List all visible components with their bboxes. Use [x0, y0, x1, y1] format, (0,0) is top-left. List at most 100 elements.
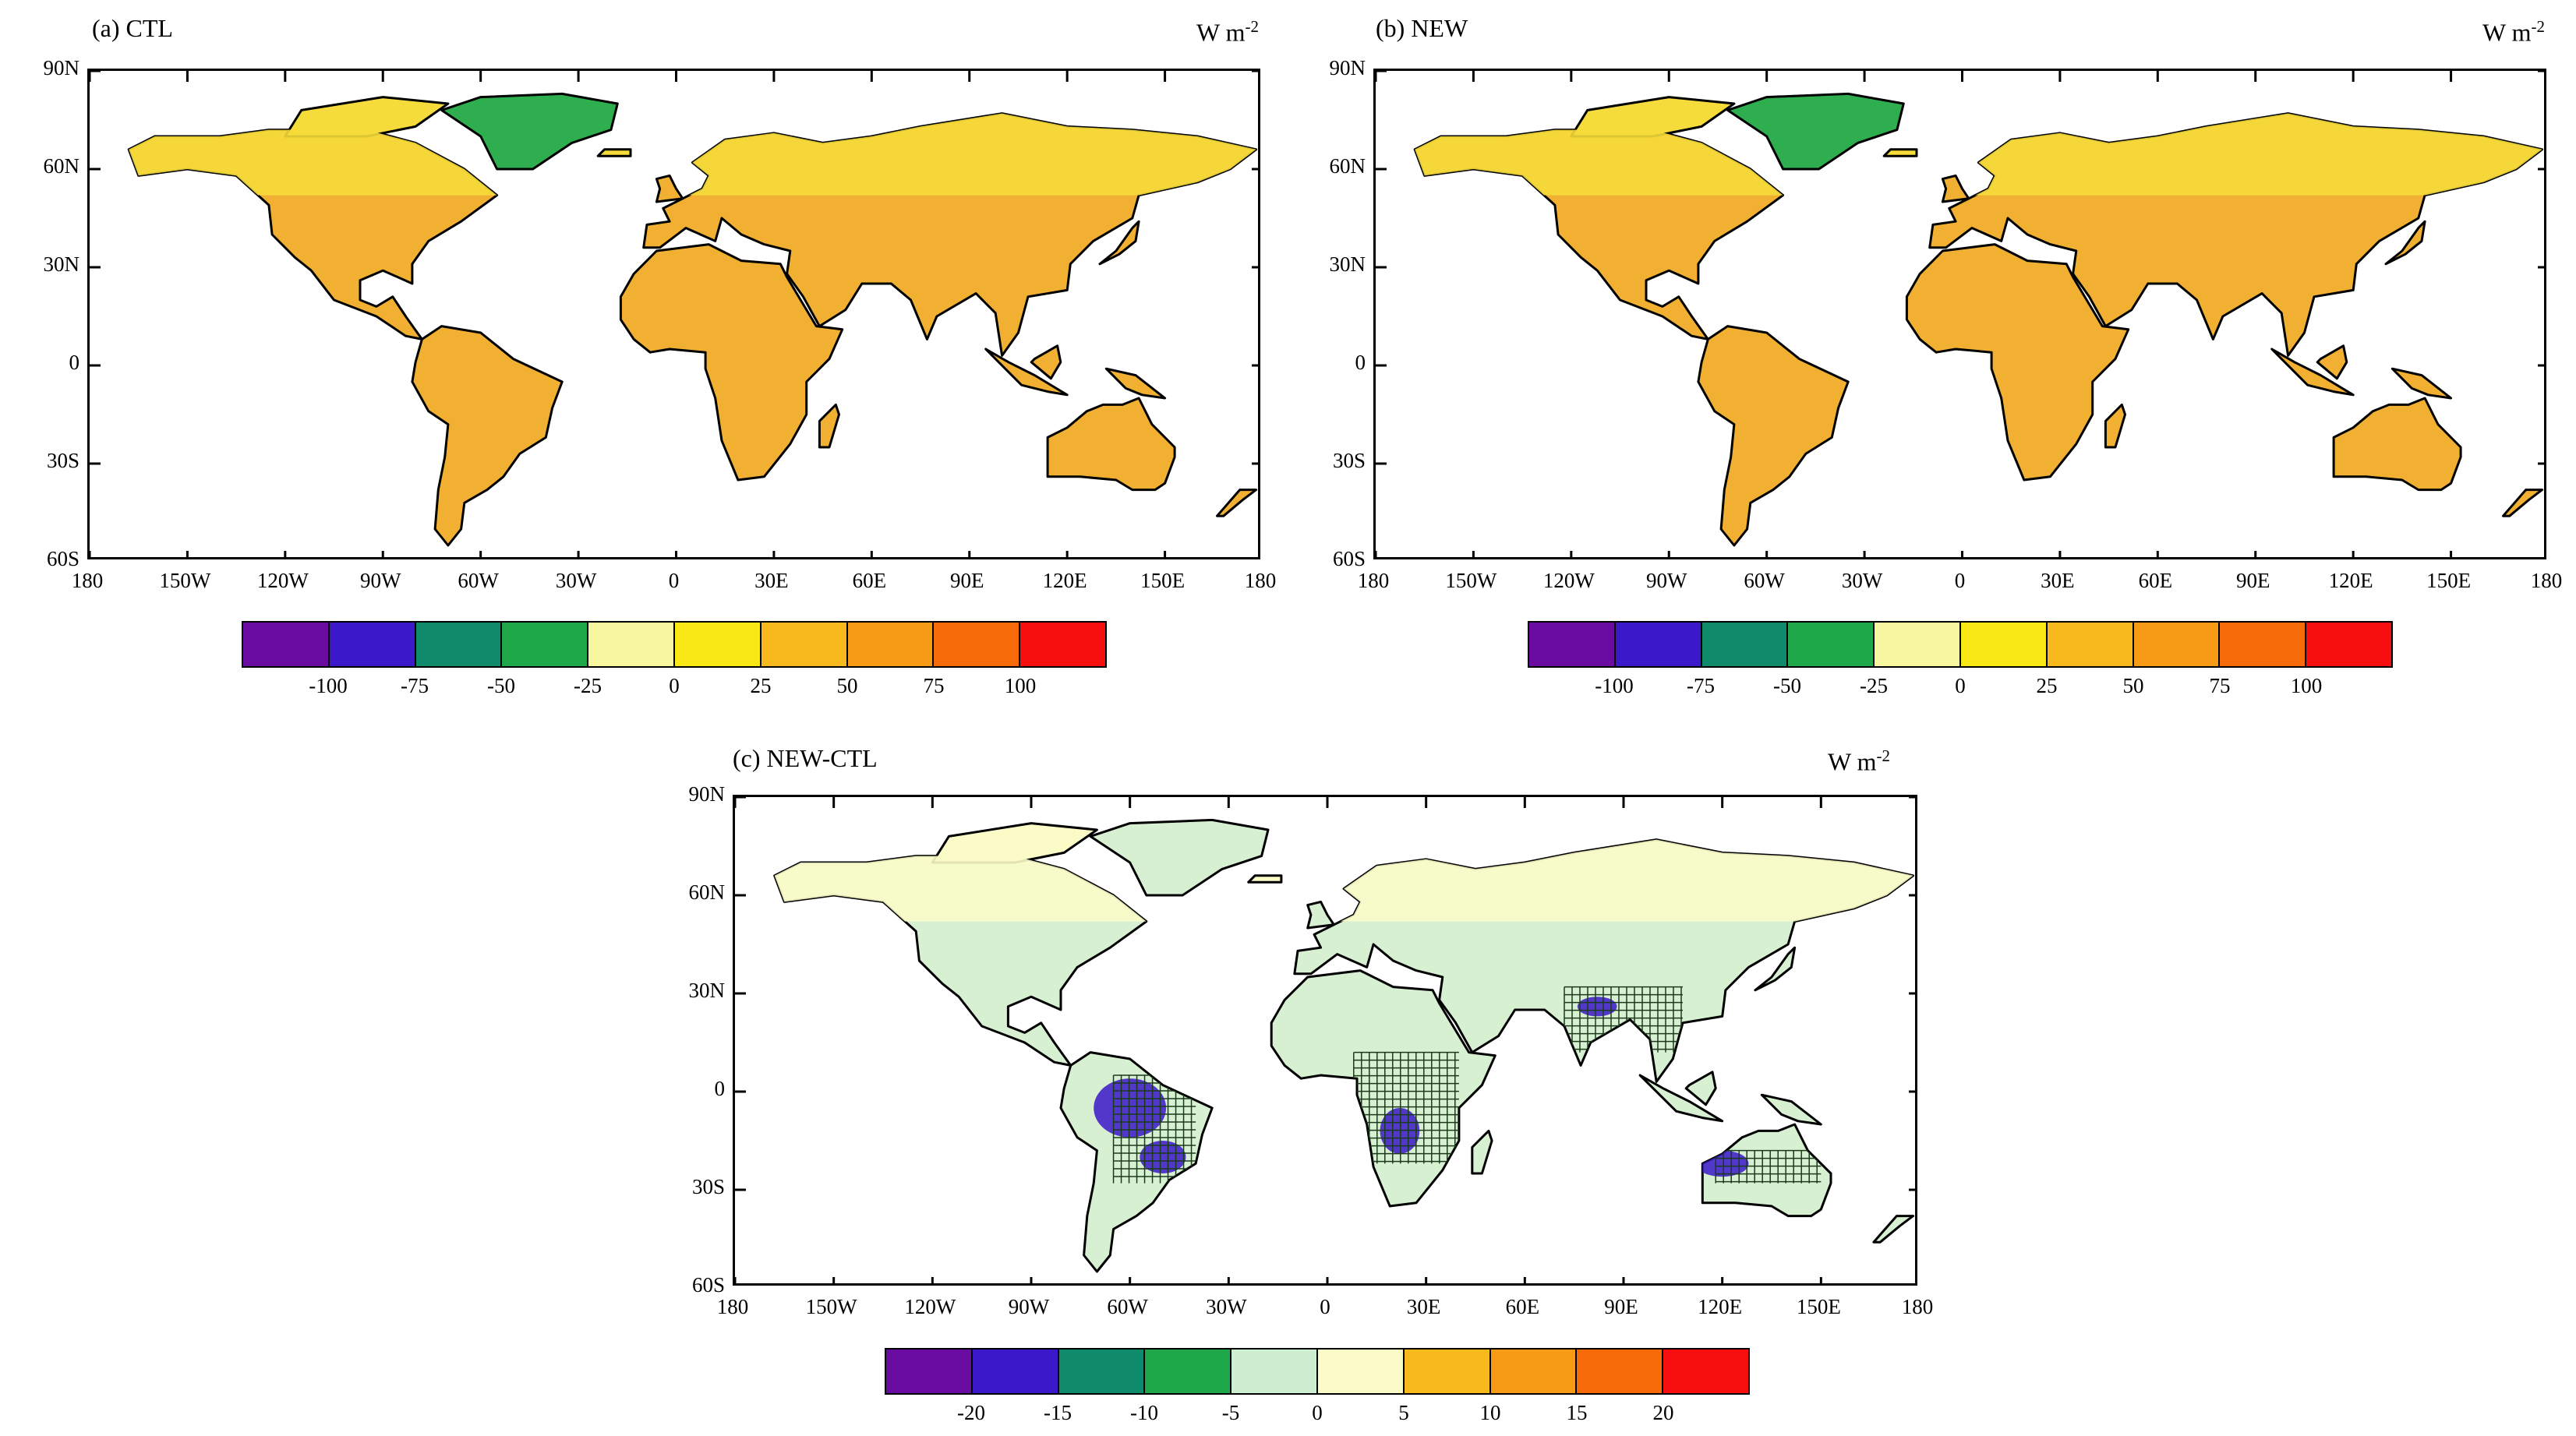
- lon-tick-label: 150W: [159, 569, 211, 592]
- colorbar-label: -100: [309, 674, 348, 697]
- landmass-greenland: [1089, 818, 1270, 897]
- lat-tick-label: 60N: [688, 880, 726, 904]
- lon-tick-label: 60E: [1505, 1295, 1540, 1318]
- lat-tick-label: 30S: [691, 1175, 725, 1198]
- colorbar-label: 100: [2290, 674, 2323, 697]
- landmass-australia: [1701, 1123, 1832, 1218]
- lon-tick-label: 150E: [1140, 569, 1186, 592]
- colorbar-label: 0: [669, 674, 680, 697]
- world-map: [90, 71, 1258, 557]
- colorbar-swatch: [1231, 1350, 1318, 1393]
- lat-tick-label: 0: [69, 351, 80, 374]
- landmass-japan: [1754, 946, 1797, 992]
- lon-tick-label: 120W: [1542, 569, 1595, 592]
- high-latitude-band: [774, 839, 1913, 922]
- colorbar-swatch: [1701, 623, 1789, 666]
- lon-tick-label: 0: [668, 569, 680, 592]
- colorbar-label: -50: [1773, 674, 1801, 697]
- lon-tick-label: 30E: [1406, 1295, 1441, 1318]
- colorbar-label: -50: [487, 674, 515, 697]
- colorbar: [242, 621, 1107, 668]
- colorbar-swatch: [502, 623, 589, 666]
- landmass-newguinea: [2390, 367, 2453, 400]
- negative-anomaly-patch: [1695, 1150, 1749, 1177]
- lat-tick-label: 30N: [688, 979, 726, 1002]
- colorbar-label: 15: [1566, 1401, 1588, 1424]
- lat-tick-label: 60S: [691, 1273, 725, 1297]
- unit-label: W m-2: [1196, 17, 1260, 47]
- lon-tick-label: 60E: [2138, 569, 2173, 592]
- lat-tick-label: 60N: [1329, 154, 1366, 178]
- lon-tick-label: 30W: [555, 569, 597, 592]
- lon-tick-label: 120W: [256, 569, 309, 592]
- colorbar-label: -75: [1687, 674, 1715, 697]
- high-latitude-band: [129, 113, 1256, 196]
- colorbar-swatch: [1145, 1350, 1232, 1393]
- colorbar-swatch: [1960, 623, 2048, 666]
- colorbar-swatch: [2220, 623, 2307, 666]
- lat-tick-label: 90N: [688, 782, 726, 806]
- lon-tick-label: 60W: [1107, 1295, 1148, 1318]
- world-map: [1376, 71, 2544, 557]
- landmass-uk: [1941, 174, 1970, 203]
- colorbar-swatch: [1404, 1350, 1491, 1393]
- lon-tick-label: 150E: [2426, 569, 2472, 592]
- colorbar-swatch: [588, 623, 675, 666]
- landmass-newzealand: [2502, 489, 2544, 517]
- landmass-japan: [1098, 220, 1140, 266]
- unit-label: W m-2: [2482, 17, 2546, 47]
- colorbar-swatch: [847, 623, 935, 666]
- lon-tick-label: 30W: [1206, 1295, 1247, 1318]
- lon-tick-label: 30E: [2041, 569, 2075, 592]
- landmass-newguinea: [1760, 1093, 1822, 1126]
- lon-tick-label: 60W: [1744, 569, 1785, 592]
- colorbar-swatch: [674, 623, 761, 666]
- colorbar-swatch: [886, 1350, 973, 1393]
- lon-tick-label: 180: [71, 569, 104, 592]
- landmass-southAmerica: [1697, 325, 1850, 547]
- landmass-australia: [2332, 397, 2462, 492]
- colorbar-label: -15: [1044, 1401, 1072, 1424]
- colorbar-label: -100: [1595, 674, 1634, 697]
- colorbar-swatch: [1020, 623, 1105, 666]
- lon-tick-label: 180: [1244, 569, 1277, 592]
- colorbar-label: 5: [1398, 1401, 1409, 1424]
- panel-title: (b) NEW: [1376, 14, 1468, 42]
- unit-label: W m-2: [1828, 746, 1891, 776]
- lon-tick-label: 150W: [1445, 569, 1497, 592]
- colorbar-label: 20: [1652, 1401, 1674, 1424]
- lon-tick-label: 180: [716, 1295, 749, 1318]
- map-frame: [87, 69, 1260, 559]
- colorbar-label: 0: [1955, 674, 1966, 697]
- colorbar-swatch: [1615, 623, 1702, 666]
- lat-tick-label: 0: [1355, 351, 1366, 374]
- colorbar-swatch: [1058, 1350, 1146, 1393]
- landmass-borneo: [1030, 344, 1062, 380]
- colorbar-label: -25: [1860, 674, 1888, 697]
- colorbar-label: -10: [1130, 1401, 1158, 1424]
- lat-tick-label: 60S: [46, 547, 80, 570]
- lon-tick-label: 120E: [1042, 569, 1087, 592]
- landmass-greenland: [1726, 92, 1905, 171]
- lon-tick-label: 180: [1901, 1295, 1934, 1318]
- lon-tick-label: 150E: [1796, 1295, 1841, 1318]
- landmass-newzealand: [1216, 489, 1258, 517]
- colorbar-swatch: [1577, 1350, 1664, 1393]
- colorbar-label: -20: [957, 1401, 985, 1424]
- colorbar-swatch: [1529, 623, 1616, 666]
- lon-tick-label: 180: [2530, 569, 2563, 592]
- landmass-madagascar: [818, 403, 840, 449]
- landmass-madagascar: [1471, 1129, 1493, 1175]
- world-map: [735, 797, 1915, 1283]
- colorbar-swatch: [2306, 623, 2391, 666]
- lon-tick-label: 180: [1357, 569, 1390, 592]
- lon-tick-label: 90E: [1604, 1295, 1638, 1318]
- landmass-iceland: [596, 148, 632, 157]
- colorbar-swatch: [1490, 1350, 1578, 1393]
- landmass-indonesia: [1638, 1074, 1724, 1123]
- colorbar-swatch: [415, 623, 503, 666]
- colorbar-label: 100: [1004, 674, 1037, 697]
- negative-anomaly-patch: [1140, 1141, 1186, 1173]
- lon-tick-label: 60W: [458, 569, 499, 592]
- landmass-africa: [619, 243, 844, 482]
